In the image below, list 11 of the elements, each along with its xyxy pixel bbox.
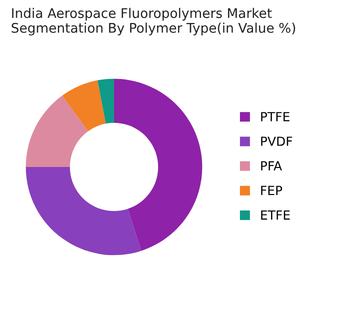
legend-label: PVDF xyxy=(261,136,292,146)
donut-slice xyxy=(26,166,142,256)
chart-title: India Aerospace Fluoropolymers Market Segmentation By Polymer Type(in Value %) xyxy=(12,8,296,36)
donut-slice xyxy=(26,96,88,167)
legend-label: PTFE xyxy=(261,112,290,122)
donut-slice xyxy=(62,80,106,132)
donut-slice xyxy=(98,78,114,124)
legend-label: FEP xyxy=(261,186,282,195)
legend-label: PFA xyxy=(261,161,282,170)
donut-slice xyxy=(114,78,202,251)
legend-label: ETFE xyxy=(261,210,290,220)
